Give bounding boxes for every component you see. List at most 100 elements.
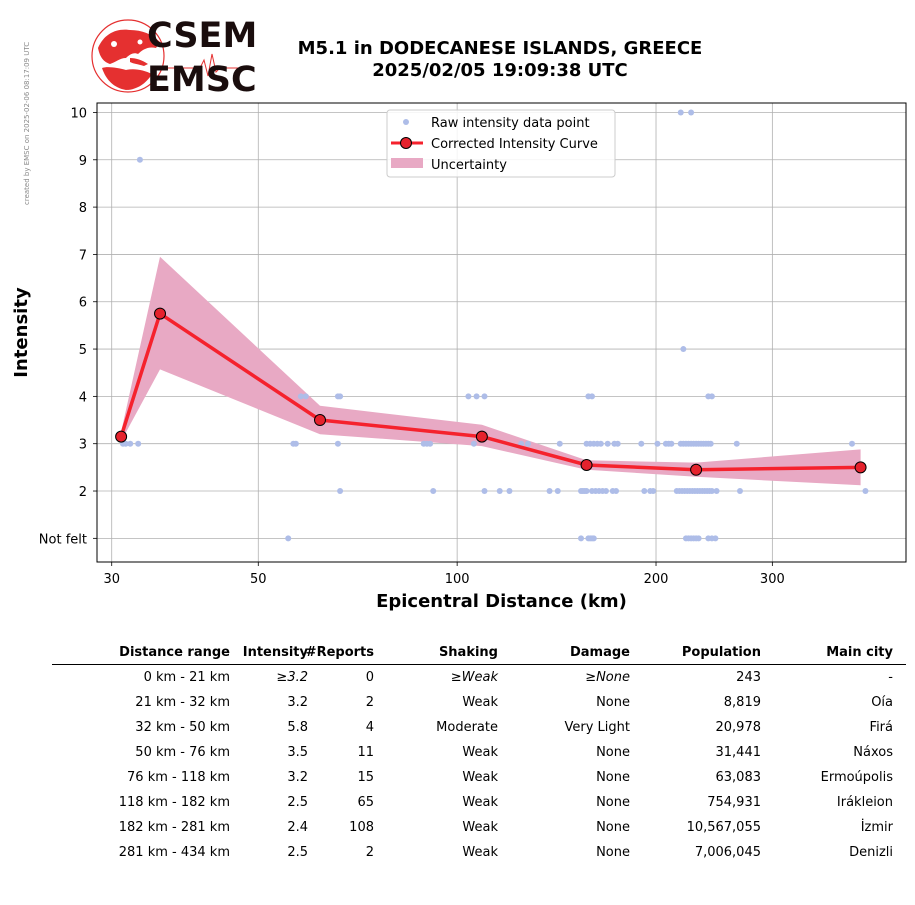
raw-data-point: [638, 440, 645, 447]
table-cell-city: -: [888, 670, 893, 685]
table-cell-intensity: 2.5: [287, 845, 308, 860]
x-axis-label: Epicentral Distance (km): [376, 591, 627, 612]
table-cell-damage: Very Light: [564, 720, 631, 735]
curve-marker: [690, 463, 703, 476]
title-line-1: M5.1 in DODECANESE ISLANDS, GREECE: [297, 38, 703, 59]
table-cell-shaking: Moderate: [436, 720, 498, 735]
table-row: 32 km - 50 km 5.8 4 Moderate Very Light 20,97…: [52, 715, 906, 740]
table-cell-distance: 118 km - 182 km: [118, 795, 230, 810]
y-tick-label: 2: [79, 485, 87, 500]
y-tick-label: Not felt: [39, 532, 87, 547]
table-header: Distance range Intensity #Reports Shaking Da…: [52, 640, 906, 665]
y-axis-label: Intensity: [11, 287, 32, 378]
table-cell-distance: 21 km - 32 km: [135, 695, 230, 710]
table-cell-population: 8,819: [723, 695, 761, 710]
logo-bottom-word: EMSC: [147, 60, 257, 100]
plot-frame: [96, 102, 907, 563]
table-cell-distance: 32 km - 50 km: [135, 720, 230, 735]
table-cell-population: 7,006,045: [694, 845, 761, 860]
table-cell-city: Náxos: [853, 745, 893, 760]
legend-band-swatch: [391, 158, 423, 168]
raw-data-point: [524, 440, 531, 447]
table-row: 76 km - 118 km 3.2 15 Weak None 63,083 Ermoúpo…: [52, 765, 906, 790]
table-cell-distance: 50 km - 76 km: [135, 745, 230, 760]
raw-data-point: [654, 440, 661, 447]
y-tick-label: 7: [79, 248, 87, 263]
raw-data-point: [337, 488, 344, 495]
x-tick-label: 30: [103, 572, 120, 587]
raw-data-point: [604, 440, 611, 447]
table-row: 281 km - 434 km 2.5 2 Weak None 7,006,045 Deni…: [52, 840, 906, 865]
table-cell-city: Irákleion: [836, 795, 893, 810]
table-cell-distance: 281 km - 434 km: [118, 845, 230, 860]
logo-top-word: CSEM: [147, 16, 258, 56]
curve-marker: [115, 430, 128, 443]
raw-data-point: [546, 488, 553, 495]
x-tick-label: 200: [644, 572, 669, 587]
raw-data-point: [285, 535, 292, 542]
table-cell-city: Ermoúpolis: [820, 770, 893, 785]
table-row: 118 km - 182 km 2.5 65 Weak None 754,931 Irákl…: [52, 790, 906, 815]
column-header: Intensity: [242, 645, 308, 660]
table-cell-population: 31,441: [715, 745, 762, 760]
legend-raw-swatch: [403, 119, 409, 125]
table-cell-population: 63,083: [715, 770, 762, 785]
raw-data-point: [136, 156, 143, 163]
table-cell-city: Oía: [871, 695, 893, 710]
raw-data-point: [708, 393, 715, 400]
raw-data-point: [302, 393, 309, 400]
column-header: Distance range: [119, 645, 230, 660]
table-cell-shaking: Weak: [462, 845, 498, 860]
raw-data-point: [556, 440, 563, 447]
column-header: Damage: [569, 645, 630, 660]
y-tick-label: 5: [79, 343, 87, 358]
raw-data-point: [712, 535, 719, 542]
raw-data-point: [427, 440, 434, 447]
y-tick-label: 4: [79, 390, 87, 405]
intensity-chart: 30 50 100 200 300 Not felt 2 3 4 5 6 7 8 9 10 Epicentra…: [11, 102, 907, 612]
table-cell-reports: 2: [365, 845, 374, 860]
table-cell-population: 10,567,055: [686, 820, 761, 835]
table-cell-reports: 108: [349, 820, 374, 835]
raw-data-point: [695, 535, 702, 542]
table-cell-reports: 11: [357, 745, 374, 760]
curve-marker: [154, 307, 167, 320]
table-cell-intensity: 3.2: [287, 770, 308, 785]
raw-data-point: [708, 488, 715, 495]
uncertainty-band: [121, 256, 861, 486]
raw-data-point: [337, 393, 344, 400]
curve-marker: [475, 430, 488, 443]
raw-data-point: [465, 393, 472, 400]
column-header: Population: [681, 645, 761, 660]
raw-data-point: [135, 440, 142, 447]
raw-data-point: [614, 440, 621, 447]
table-cell-damage: None: [596, 770, 630, 785]
y-tick-label: 3: [79, 438, 87, 453]
y-tick-label: 9: [79, 154, 87, 169]
x-tick-label: 100: [445, 572, 470, 587]
table-cell-population: 243: [736, 670, 761, 685]
y-tick-label: 10: [70, 106, 87, 121]
raw-data-point: [713, 488, 720, 495]
raw-data-point: [668, 440, 675, 447]
raw-data-point: [127, 440, 134, 447]
raw-data-point: [590, 535, 597, 542]
raw-data-point: [849, 440, 856, 447]
table-cell-reports: 65: [357, 795, 374, 810]
table-row: 182 km - 281 km 2.4 108 Weak None 10,567,055 İ…: [52, 815, 906, 840]
table-cell-distance: 76 km - 118 km: [127, 770, 230, 785]
table-cell-shaking: Weak: [462, 795, 498, 810]
raw-data-point: [481, 393, 488, 400]
raw-data-point: [688, 109, 695, 116]
raw-data-point: [641, 488, 648, 495]
chart-title: M5.1 in DODECANESE ISLANDS, GREECE 2025/…: [260, 38, 740, 82]
raw-data-point: [583, 488, 590, 495]
curve-marker: [854, 461, 867, 474]
raw-data-point: [554, 488, 561, 495]
raw-data-point: [430, 488, 437, 495]
table-cell-damage: None: [596, 845, 630, 860]
legend-label: Uncertainty: [431, 158, 507, 173]
table-cell-city: Firá: [869, 720, 893, 735]
table-cell-reports: 15: [357, 770, 374, 785]
title-line-2: 2025/02/05 19:09:38 UTC: [372, 60, 628, 81]
